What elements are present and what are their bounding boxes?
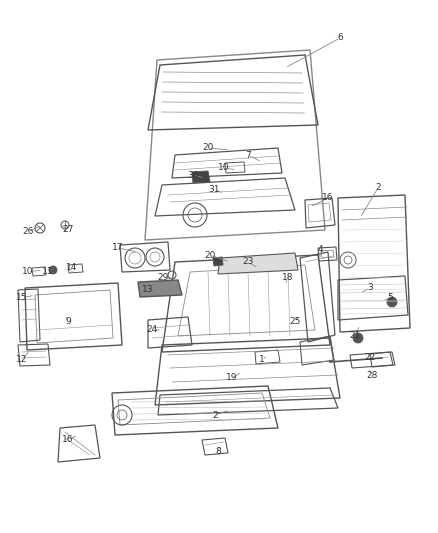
Text: 13: 13 xyxy=(142,286,154,295)
Text: 18: 18 xyxy=(282,273,294,282)
Text: 25: 25 xyxy=(290,318,301,327)
Text: 11: 11 xyxy=(42,268,54,277)
Text: 20: 20 xyxy=(204,251,215,260)
Text: 23: 23 xyxy=(242,257,254,266)
Text: 16: 16 xyxy=(62,435,74,445)
Text: 20: 20 xyxy=(202,143,214,152)
Text: 17: 17 xyxy=(112,244,124,253)
Text: 24: 24 xyxy=(146,326,158,335)
Text: 19: 19 xyxy=(226,374,238,383)
Text: 2: 2 xyxy=(212,410,218,419)
Circle shape xyxy=(49,266,57,274)
Text: 15: 15 xyxy=(16,294,28,303)
Text: 7: 7 xyxy=(245,150,251,159)
Polygon shape xyxy=(192,171,210,183)
Text: 14: 14 xyxy=(66,263,78,272)
Text: 3: 3 xyxy=(367,284,373,293)
Text: 28: 28 xyxy=(366,370,378,379)
Text: 26: 26 xyxy=(22,228,34,237)
Text: 22: 22 xyxy=(364,353,376,362)
Text: 10: 10 xyxy=(22,268,34,277)
Text: 10: 10 xyxy=(218,164,230,173)
Text: 2: 2 xyxy=(375,183,381,192)
Text: 5: 5 xyxy=(387,294,393,303)
Text: 12: 12 xyxy=(16,356,28,365)
Text: 31: 31 xyxy=(208,185,220,195)
Text: 21: 21 xyxy=(350,330,360,340)
Text: 4: 4 xyxy=(317,246,323,254)
Circle shape xyxy=(353,333,363,343)
Circle shape xyxy=(387,297,397,307)
Text: 1: 1 xyxy=(259,356,265,365)
Text: 29: 29 xyxy=(157,273,169,282)
Text: 27: 27 xyxy=(62,225,74,235)
Polygon shape xyxy=(218,253,298,274)
Polygon shape xyxy=(213,257,223,266)
Text: 8: 8 xyxy=(215,448,221,456)
Text: 9: 9 xyxy=(65,318,71,327)
Text: 6: 6 xyxy=(337,34,343,43)
Text: 30: 30 xyxy=(187,171,199,180)
Text: 16: 16 xyxy=(322,193,334,203)
Polygon shape xyxy=(138,280,182,297)
